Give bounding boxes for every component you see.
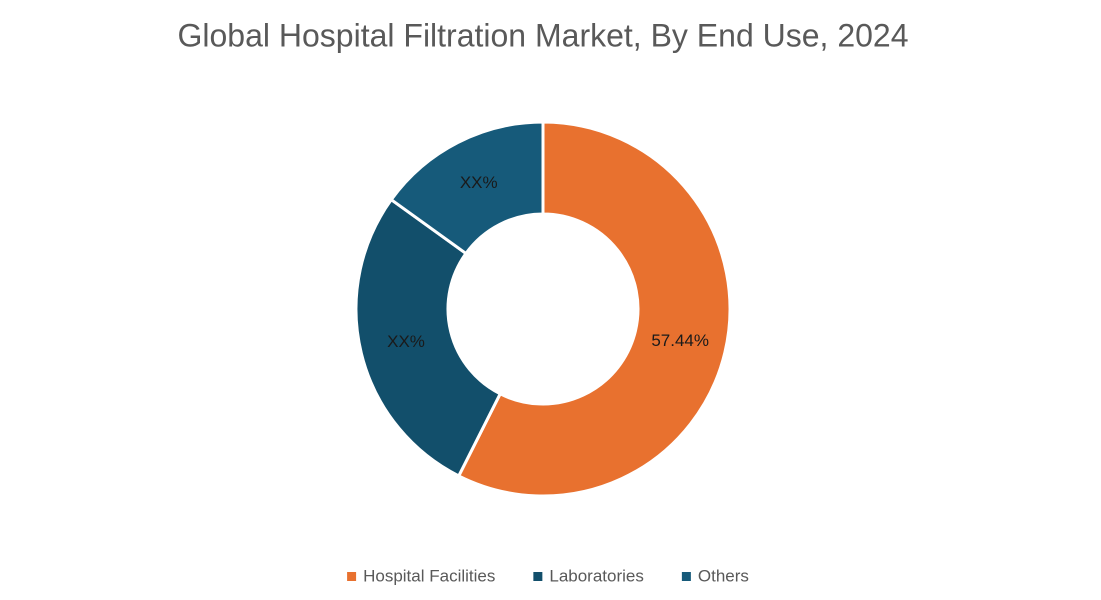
donut-segment xyxy=(456,120,732,498)
legend-label: Laboratories xyxy=(549,566,644,585)
donut-segment xyxy=(354,197,503,478)
legend-swatch xyxy=(347,572,357,581)
legend-label: Others xyxy=(698,566,749,585)
data-label: XX% xyxy=(460,173,498,192)
data-label: 57.44% xyxy=(651,331,709,350)
legend-swatch xyxy=(681,572,691,581)
legend-label: Hospital Facilities xyxy=(363,566,495,585)
legend-swatch xyxy=(533,572,543,581)
chart-title: Global Hospital Filtration Market, By En… xyxy=(178,17,909,53)
donut-segment xyxy=(389,120,545,256)
data-label: XX% xyxy=(387,332,425,351)
